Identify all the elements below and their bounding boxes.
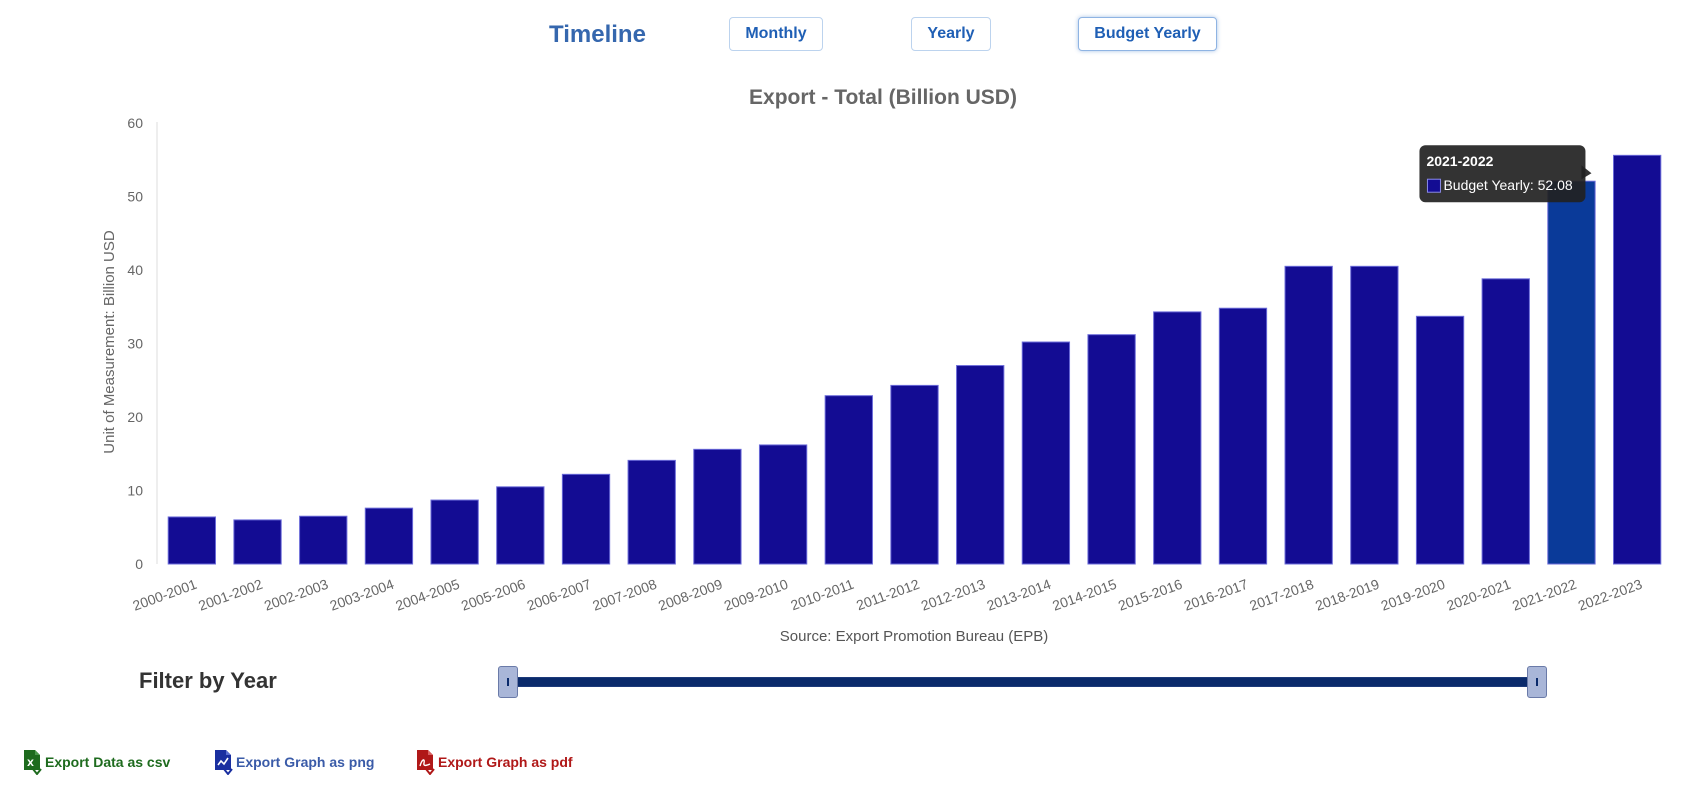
y-tick-label: 20	[127, 409, 143, 425]
slider-start-handle[interactable]	[498, 666, 518, 698]
tooltip-category: 2021-2022	[1426, 153, 1493, 169]
x-tick-label: 2017-2018	[1247, 576, 1316, 614]
filter-label: Filter by Year	[139, 668, 277, 693]
x-tick-label: 2005-2006	[459, 576, 528, 614]
bar-2018-2019[interactable]	[1350, 265, 1399, 565]
x-tick-label: 2000-2001	[130, 576, 199, 614]
export-pdf-label: Export Graph as pdf	[438, 754, 573, 770]
y-tick-label: 30	[127, 336, 143, 352]
x-tick-labels: 2000-20012001-20022002-20032003-20042004…	[130, 576, 1644, 614]
tab-yearly[interactable]: Yearly	[911, 17, 991, 51]
year-range-slider-track[interactable]	[508, 677, 1538, 687]
y-tick-label: 10	[127, 483, 143, 499]
x-tick-label: 2008-2009	[656, 576, 725, 614]
y-tick-label: 0	[135, 556, 143, 572]
tooltip-box	[1419, 145, 1586, 203]
bar-2008-2009[interactable]	[693, 448, 742, 565]
bar-2015-2016[interactable]	[1153, 311, 1202, 565]
tooltip-series-swatch	[1426, 178, 1441, 193]
bar-2000-2001[interactable]	[167, 516, 216, 565]
bar-2011-2012[interactable]	[890, 384, 939, 565]
tooltip: 2021-2022 Budget Yearly: 52.08	[1419, 145, 1592, 203]
y-axis-label: Unit of Measurement: Billion USD	[101, 230, 118, 454]
export-pdf-link[interactable]: Export Graph as pdf	[415, 749, 573, 775]
bar-2010-2011[interactable]	[824, 395, 873, 565]
x-tick-label: 2006-2007	[525, 576, 594, 614]
svg-text:X: X	[27, 759, 34, 769]
bar-2004-2005[interactable]	[430, 499, 479, 565]
x-tick-label: 2021-2022	[1510, 576, 1579, 614]
bar-2012-2013[interactable]	[956, 365, 1005, 565]
y-tick-label: 60	[127, 115, 143, 131]
x-tick-label: 2013-2014	[985, 576, 1054, 614]
bars	[167, 154, 1662, 565]
bar-2005-2006[interactable]	[496, 486, 545, 565]
bar-2003-2004[interactable]	[364, 507, 414, 565]
timeline-title: Timeline	[549, 21, 646, 48]
slider-end-handle[interactable]	[1527, 666, 1547, 698]
bar-2014-2015[interactable]	[1087, 334, 1136, 565]
png-file-icon	[215, 750, 233, 775]
bar-2006-2007[interactable]	[561, 473, 611, 565]
x-tick-label: 2010-2011	[788, 576, 856, 614]
bar-2001-2002[interactable]	[233, 519, 282, 565]
bar-2002-2003[interactable]	[299, 515, 348, 565]
csv-file-icon: X	[24, 750, 42, 775]
y-tick-label: 50	[127, 189, 143, 205]
x-tick-label: 2019-2020	[1379, 576, 1448, 614]
bar-2017-2018[interactable]	[1284, 265, 1333, 565]
bar-2021-2022[interactable]	[1547, 180, 1596, 565]
y-tick-labels: 0 10 20 30 40 50 60	[127, 115, 143, 572]
x-tick-label: 2018-2019	[1313, 576, 1382, 614]
export-csv-link[interactable]: X Export Data as csv	[22, 749, 170, 775]
bar-chart: Export - Total (Billion USD) Unit of Mea…	[101, 86, 1662, 645]
x-tick-label: 2004-2005	[393, 576, 462, 614]
x-tick-label: 2002-2003	[262, 576, 331, 614]
x-axis-label: Source: Export Promotion Bureau (EPB)	[780, 628, 1048, 645]
export-png-link[interactable]: Export Graph as png	[213, 749, 374, 775]
tab-budget-yearly[interactable]: Budget Yearly	[1078, 17, 1217, 51]
x-tick-label: 2016-2017	[1182, 576, 1251, 614]
x-tick-label: 2011-2012	[854, 576, 922, 614]
export-csv-label: Export Data as csv	[45, 754, 171, 770]
bar-2009-2010[interactable]	[758, 444, 808, 565]
pdf-file-icon	[417, 750, 435, 775]
x-tick-label: 2014-2015	[1050, 576, 1119, 614]
bar-2022-2023[interactable]	[1613, 154, 1662, 565]
timeline-header: Timeline Monthly Yearly Budget Yearly	[0, 17, 1698, 53]
tooltip-pointer	[1581, 165, 1592, 180]
tooltip-value: Budget Yearly: 52.08	[1443, 177, 1572, 193]
bar-2013-2014[interactable]	[1021, 341, 1071, 565]
tab-monthly[interactable]: Monthly	[729, 17, 823, 51]
x-tick-label: 2001-2002	[196, 576, 265, 614]
x-tick-label: 2022-2023	[1576, 576, 1645, 614]
x-tick-label: 2007-2008	[590, 576, 659, 614]
x-tick-label: 2009-2010	[722, 576, 791, 614]
bar-2007-2008[interactable]	[627, 459, 676, 565]
chart-title: Export - Total (Billion USD)	[749, 86, 1017, 109]
x-tick-label: 2015-2016	[1116, 576, 1185, 614]
bar-2016-2017[interactable]	[1218, 307, 1268, 565]
bar-2019-2020[interactable]	[1415, 315, 1465, 565]
bar-2020-2021[interactable]	[1481, 278, 1530, 565]
export-png-label: Export Graph as png	[236, 754, 375, 770]
x-tick-label: 2020-2021	[1444, 576, 1513, 614]
x-tick-label: 2003-2004	[328, 576, 397, 614]
y-tick-label: 40	[127, 262, 143, 278]
x-tick-label: 2012-2013	[919, 576, 988, 614]
